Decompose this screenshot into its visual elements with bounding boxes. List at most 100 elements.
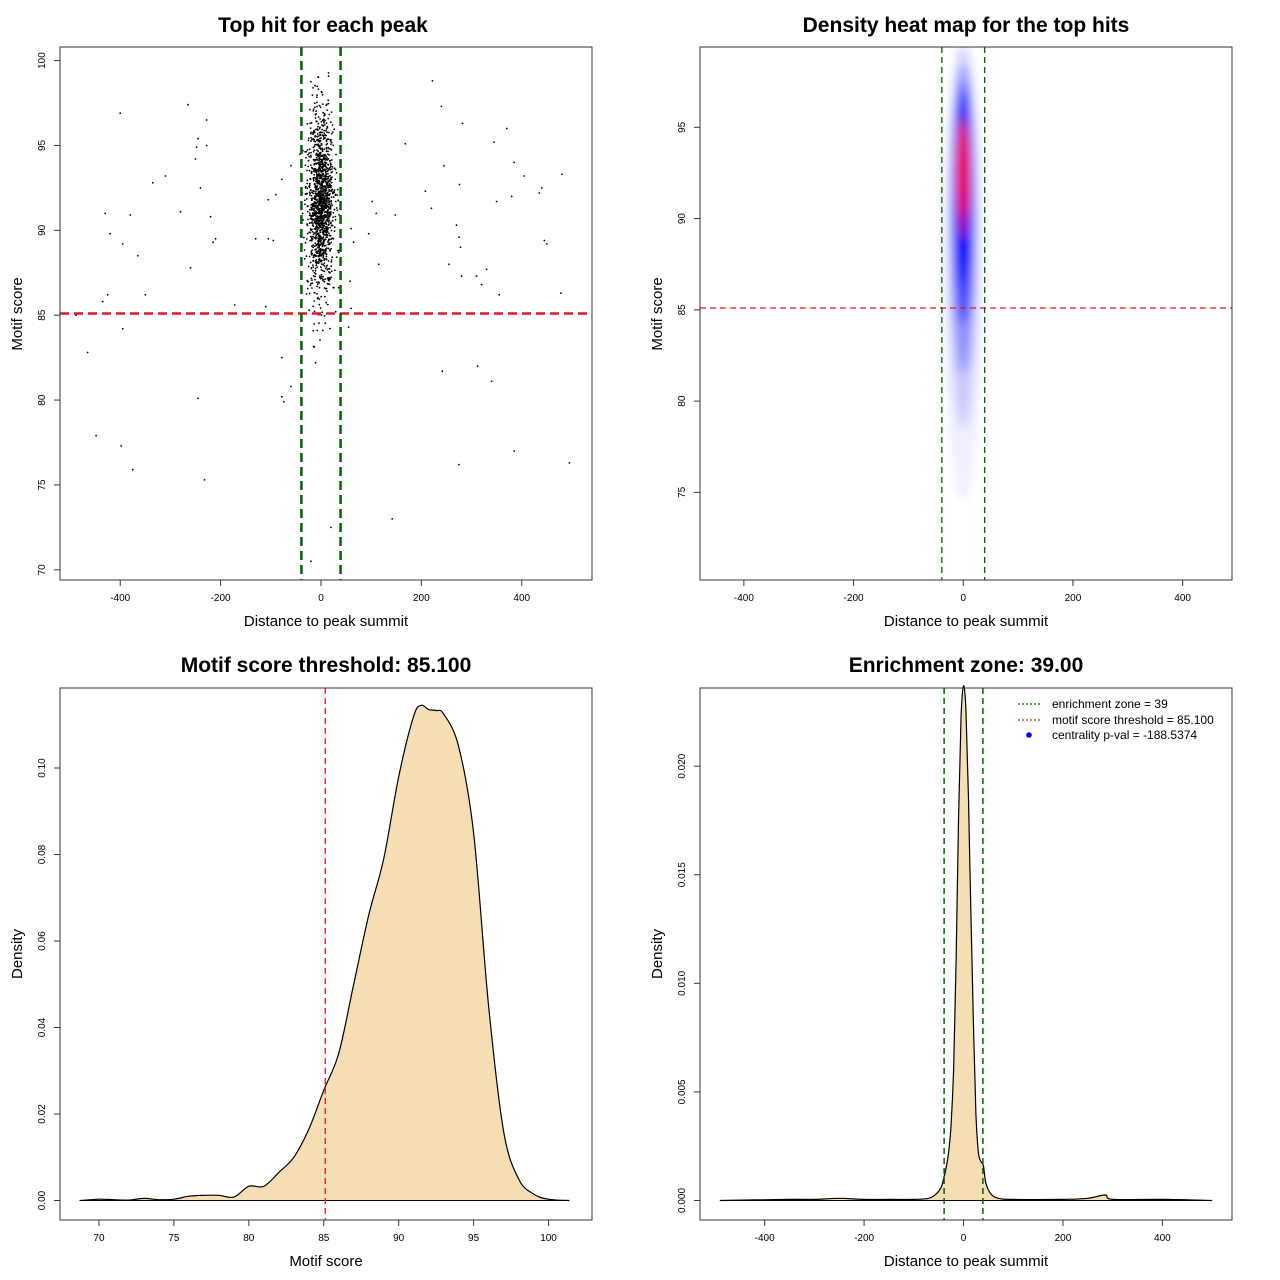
data-point <box>321 134 324 137</box>
data-point <box>320 295 323 298</box>
data-point <box>321 202 324 205</box>
data-point <box>323 148 326 151</box>
data-point <box>312 189 315 192</box>
data-point <box>323 231 325 234</box>
data-point <box>318 203 321 206</box>
data-point <box>322 118 325 121</box>
data-point <box>324 176 326 178</box>
data-point <box>458 183 461 186</box>
data-point <box>440 105 443 108</box>
data-point <box>448 263 450 266</box>
density-heatmap <box>945 47 982 502</box>
data-point <box>317 194 320 197</box>
data-point <box>330 159 333 161</box>
data-point <box>314 128 317 131</box>
data-point <box>312 215 314 218</box>
y-tick-label: 0.08 <box>37 844 48 864</box>
data-point <box>323 189 326 192</box>
data-point <box>233 304 236 306</box>
data-point <box>328 175 331 177</box>
data-point <box>324 267 327 270</box>
data-point <box>332 144 335 147</box>
data-point <box>322 275 324 278</box>
data-point <box>322 177 325 180</box>
data-point <box>310 252 313 255</box>
data-point <box>312 179 315 181</box>
data-point <box>320 269 323 271</box>
data-point <box>349 280 351 283</box>
data-point <box>327 197 329 200</box>
data-point <box>309 231 312 234</box>
y-axis: 70 75 80 85 90 95 100 <box>37 52 61 575</box>
data-point <box>327 228 329 230</box>
data-point <box>129 214 132 216</box>
data-point <box>318 200 320 202</box>
data-point <box>305 198 308 200</box>
data-point <box>325 255 328 258</box>
density-fill <box>79 705 570 1201</box>
data-point <box>325 103 328 106</box>
x-tick-label: 80 <box>243 1233 255 1244</box>
data-point <box>317 155 320 158</box>
data-point <box>324 181 327 183</box>
data-point <box>321 93 324 96</box>
data-point <box>327 102 330 105</box>
data-point <box>314 267 317 270</box>
data-point <box>320 194 322 197</box>
data-point <box>318 104 321 107</box>
data-point <box>303 249 306 251</box>
data-point <box>325 127 328 130</box>
data-point <box>320 214 322 217</box>
data-point <box>330 185 332 187</box>
data-point <box>313 245 316 248</box>
data-point <box>316 85 319 88</box>
y-tick-label: 95 <box>37 139 48 151</box>
data-point <box>328 267 331 270</box>
x-tick-label: -400 <box>110 593 130 604</box>
data-point <box>325 150 328 153</box>
data-point <box>205 144 208 147</box>
data-point <box>321 226 324 229</box>
x-tick-label: 95 <box>468 1233 480 1244</box>
data-point <box>441 370 444 373</box>
data-point <box>315 173 318 176</box>
data-point <box>305 238 308 240</box>
y-tick-label: 85 <box>37 309 48 321</box>
data-point <box>315 171 318 174</box>
data-point <box>318 276 321 279</box>
data-point <box>325 287 328 290</box>
data-point <box>375 212 378 215</box>
data-point <box>310 171 313 174</box>
data-point <box>330 121 332 123</box>
data-point <box>391 518 394 520</box>
data-point <box>314 192 317 195</box>
data-point <box>324 192 327 195</box>
data-point <box>325 197 327 200</box>
data-point <box>214 237 217 240</box>
data-point <box>337 286 340 289</box>
data-point <box>313 271 316 274</box>
data-point <box>274 193 277 196</box>
y-tick-label: 90 <box>677 213 688 225</box>
data-point <box>324 278 327 280</box>
data-point <box>314 136 316 138</box>
data-point <box>322 207 325 210</box>
data-point <box>308 212 311 215</box>
data-point <box>322 218 325 221</box>
data-point <box>330 178 333 181</box>
data-point <box>323 262 326 264</box>
data-point <box>331 168 333 170</box>
data-point <box>367 232 370 235</box>
data-point <box>313 232 316 234</box>
data-point <box>327 221 330 223</box>
data-point <box>315 199 318 201</box>
data-point <box>311 245 313 248</box>
data-point <box>308 148 311 151</box>
data-point <box>331 176 333 179</box>
data-point <box>313 323 315 325</box>
data-point <box>317 170 320 173</box>
data-point <box>314 184 316 186</box>
data-point <box>316 222 318 225</box>
data-point <box>312 254 315 257</box>
data-point <box>203 479 206 481</box>
